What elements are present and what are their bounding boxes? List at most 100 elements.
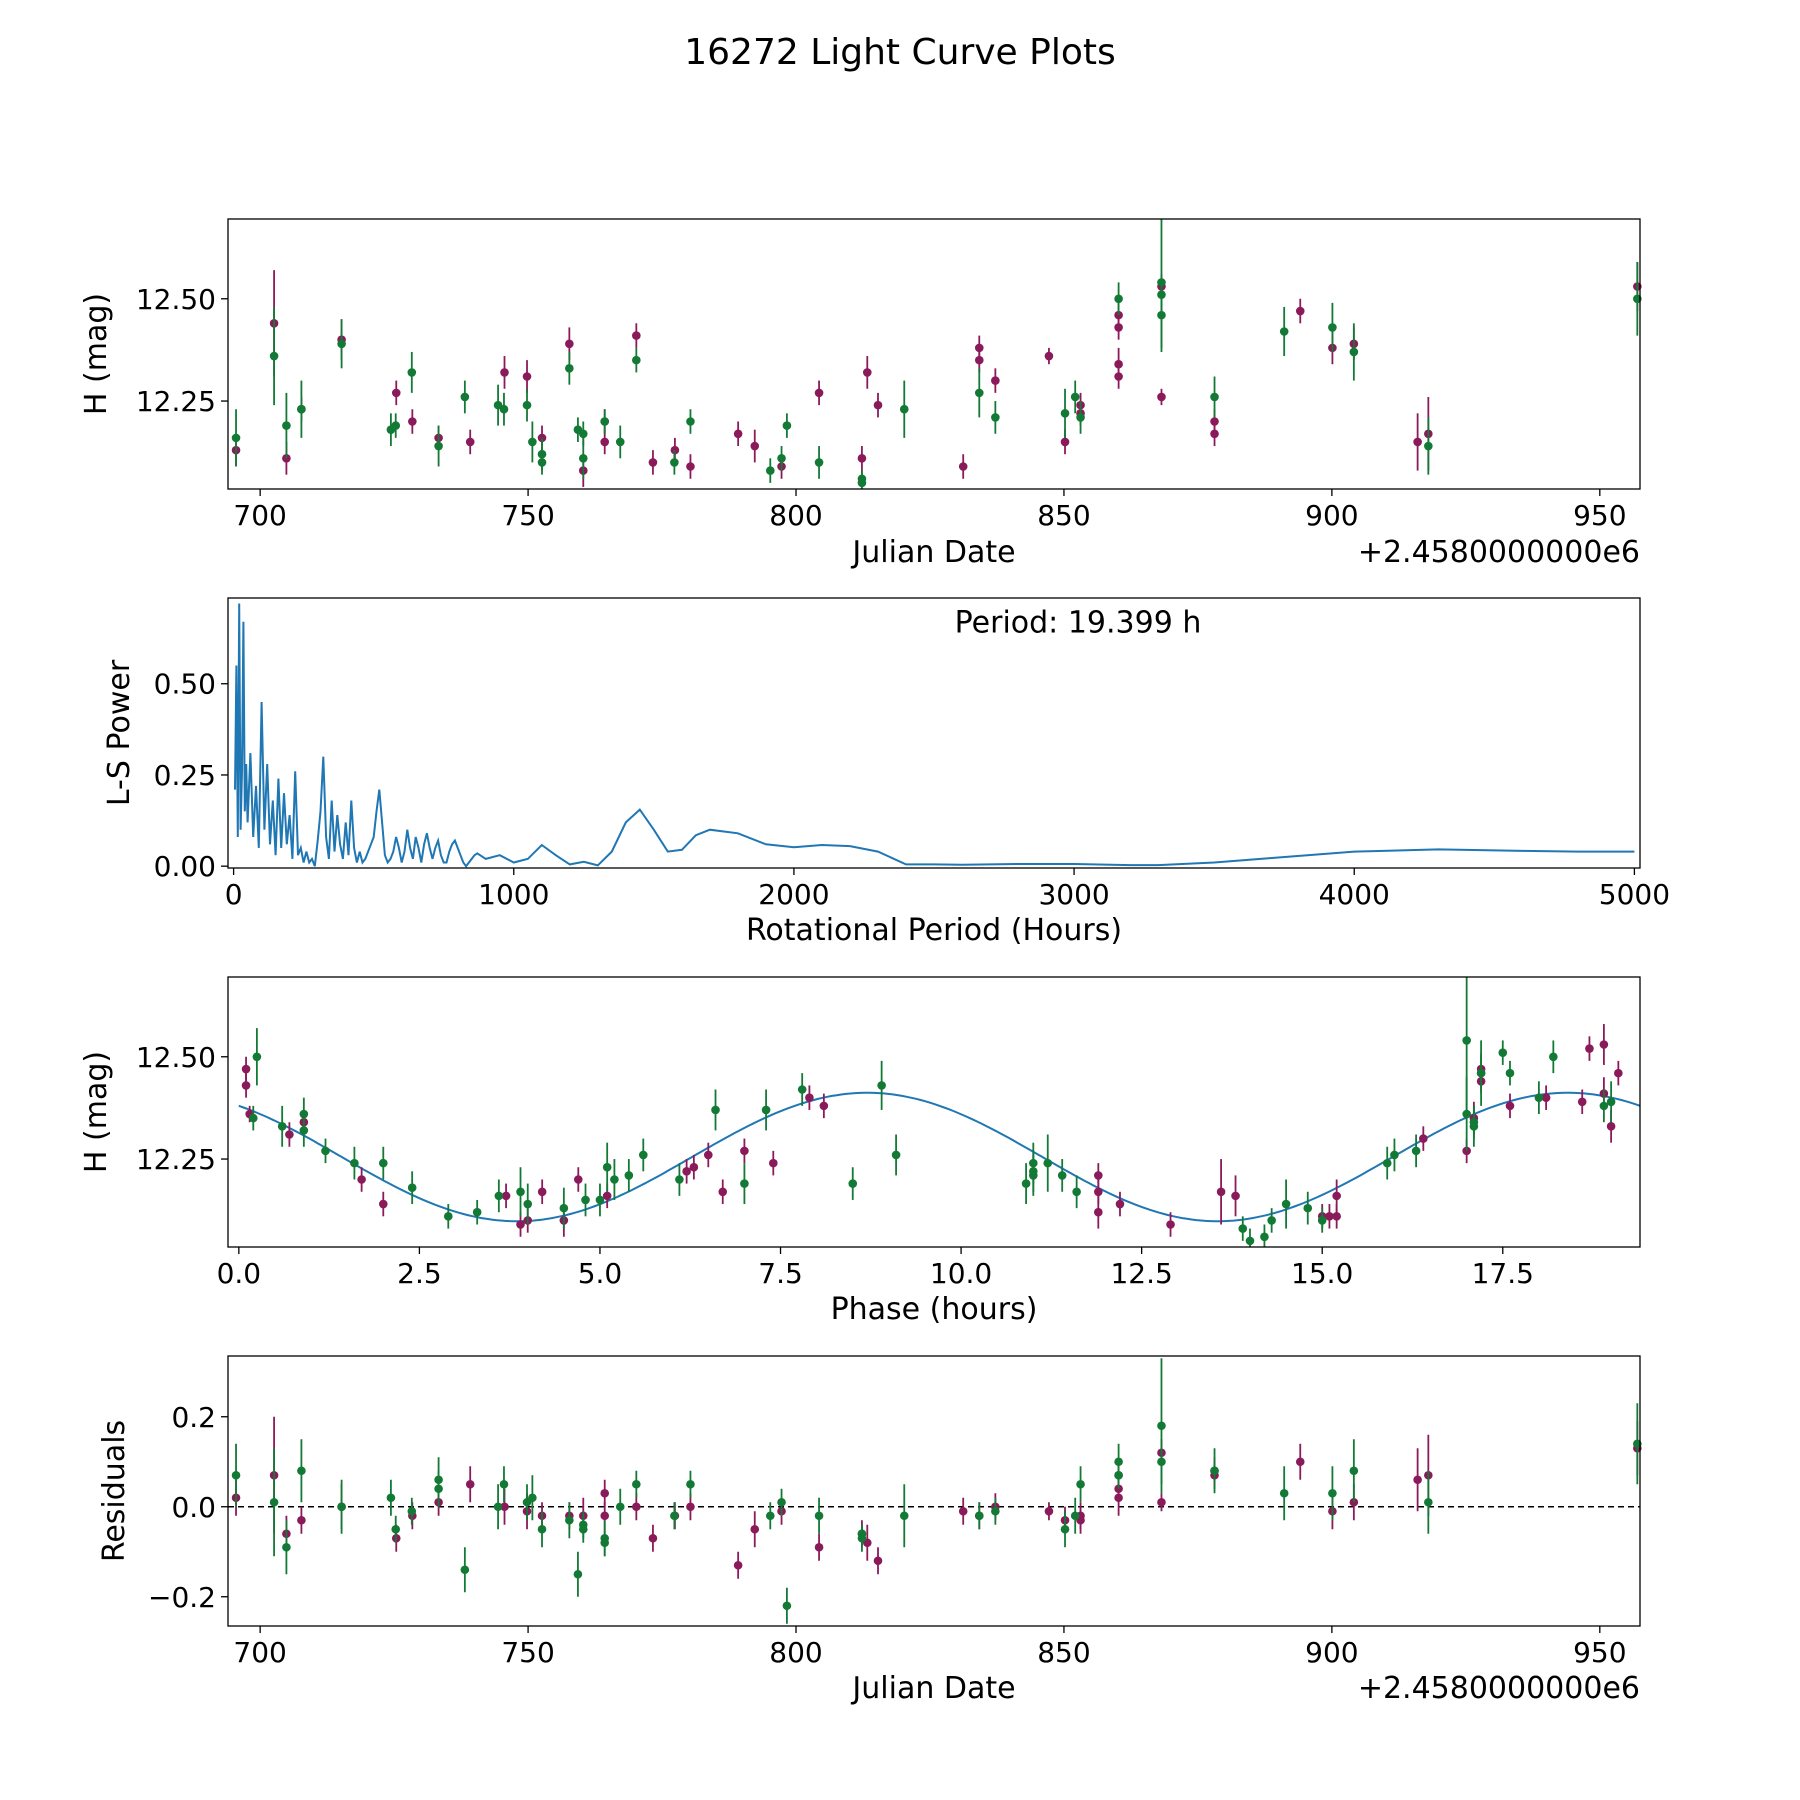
periodogram-ticks: 0 1000 2000 3000 4000 5000 0.00 0.25 0.50 [154,668,1670,911]
green-point [337,339,346,349]
green-point [848,1179,858,1188]
magenta-point [1114,323,1123,332]
green-point [1057,1171,1067,1180]
magenta-point [1094,1207,1103,1217]
y-tick-label: 0.50 [154,668,216,701]
green-point [670,458,679,467]
magenta-point [465,1479,475,1489]
magenta-point [1216,1187,1226,1197]
green-point [350,1158,359,1168]
lightcurve-xlabel: Julian Date [850,535,1015,570]
magenta-point [408,417,417,426]
green-point [282,1542,291,1552]
green-point [337,1502,346,1512]
magenta-point [740,1146,749,1156]
magenta-point [1577,1097,1587,1107]
green-point [632,355,641,365]
x-tick-label: 750 [501,499,554,532]
green-point [670,1511,679,1521]
green-point [740,1179,749,1188]
green-point [573,1569,583,1579]
green-point [857,1533,867,1543]
magenta-point [733,429,743,439]
green-point [782,1601,792,1611]
x-tick-label: 5000 [1599,878,1670,911]
green-point [899,1511,909,1521]
green-point [1549,1052,1558,1062]
green-point [1260,1232,1269,1242]
green-point [269,1497,279,1507]
magenta-point [733,1560,743,1570]
green-point [1317,1216,1327,1225]
green-point [1021,1179,1031,1188]
magenta-point [1332,1191,1341,1201]
phased-ticks: 0.0 2.5 5.0 7.5 10.0 12.5 15.0 17.5 12.25 12.50 [136,1041,1534,1290]
magenta-point [1157,392,1166,402]
green-point [499,1479,509,1489]
green-point [1157,310,1166,320]
green-point [1043,1158,1053,1168]
green-point [434,1484,443,1494]
green-point [1462,1036,1471,1045]
magenta-point [1585,1044,1594,1053]
green-point [581,1195,590,1205]
magenta-point [297,1515,306,1525]
magenta-point [602,1191,612,1201]
periodogram-marks [234,603,1635,868]
green-point [516,1187,525,1197]
magenta-point [648,1533,658,1543]
x-tick-label: 850 [1037,499,1090,532]
green-point [615,1502,625,1512]
green-point [877,1081,886,1090]
x-tick-label: 2000 [758,878,829,911]
green-point [494,1191,504,1201]
green-point [632,1479,641,1489]
magenta-point [600,1488,610,1498]
x-tick-label: 7.5 [758,1257,803,1290]
green-point [1114,294,1123,304]
x-tick-label: 900 [1305,499,1358,532]
magenta-point [682,1167,691,1176]
green-point [1328,323,1337,332]
green-point [1072,1187,1081,1197]
green-point [765,1511,775,1521]
magenta-point [1231,1191,1240,1201]
green-point [1267,1216,1276,1225]
green-point [493,1502,503,1512]
magenta-point [500,368,509,377]
y-tick-label: 12.25 [136,385,216,418]
periodogram-ylabel: L-S Power [102,659,137,806]
green-point [1390,1150,1399,1160]
x-tick-label: 12.5 [1110,1257,1172,1290]
phased-frame [227,976,1641,1248]
x-tick-label: 700 [233,499,286,532]
green-point [407,1506,417,1516]
green-point [1076,1479,1085,1489]
green-point [777,454,786,463]
green-point [460,1565,470,1575]
green-point [386,1493,396,1503]
green-point [1534,1093,1544,1102]
magenta-point [814,1542,824,1552]
green-point [1157,1457,1166,1467]
green-point [615,437,625,447]
magenta-point [857,454,867,463]
magenta-point [632,1502,641,1512]
magenta-point [862,368,872,377]
phased-ylabel: H (mag) [79,1051,114,1173]
x-tick-label: 5.0 [578,1257,623,1290]
y-tick-label: 12.50 [136,283,216,316]
magenta-point [805,1093,814,1102]
green-point [761,1105,771,1115]
green-point [1382,1158,1392,1168]
periodogram-xlabel: Rotational Period (Hours) [746,913,1122,948]
green-point [378,1158,388,1168]
green-point [1599,1101,1609,1111]
magenta-point [241,1081,251,1090]
magenta-point [958,1506,968,1516]
x-tick-label: 17.5 [1472,1257,1534,1290]
y-tick-label: 0.2 [171,1401,216,1434]
magenta-point [768,1158,778,1168]
lightcurve-offset-label: +2.4580000000e6 [1358,535,1640,570]
magenta-point [1157,1497,1166,1507]
